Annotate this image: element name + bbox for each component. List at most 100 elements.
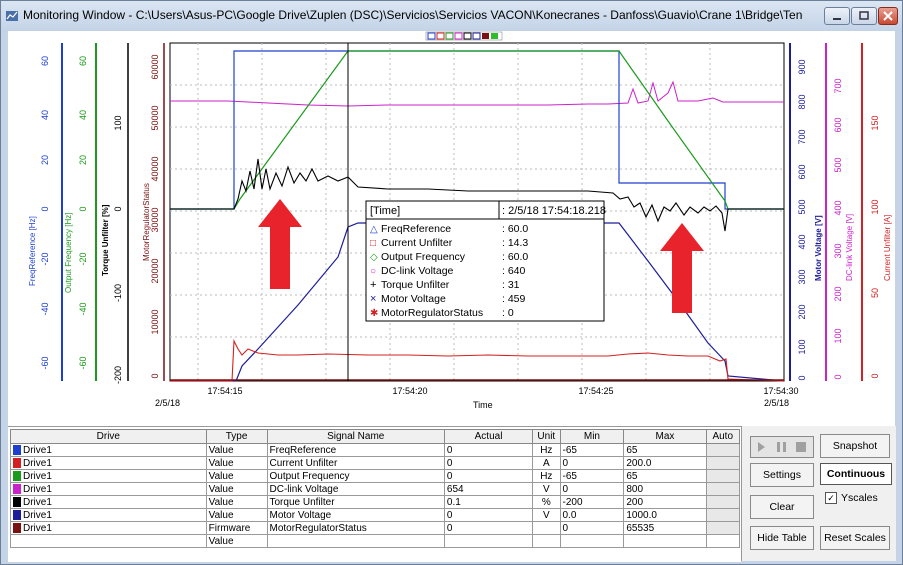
auto-scale-cell[interactable]: [705, 495, 740, 509]
yscales-checkbox[interactable]: ✓ Yscales: [825, 492, 878, 505]
signal-color-swatch[interactable]: [13, 457, 21, 468]
drive-cell[interactable]: Drive1: [10, 495, 207, 509]
col-header-drive[interactable]: Drive: [10, 429, 207, 444]
table-row[interactable]: Drive1 Value FreqReference 0 Hz -65 65: [10, 443, 740, 457]
hide-table-button[interactable]: Hide Table: [750, 526, 814, 550]
col-header-max[interactable]: Max: [623, 429, 707, 444]
check-icon[interactable]: ✓: [825, 492, 837, 505]
min-cell[interactable]: 0: [559, 521, 625, 535]
col-header-type[interactable]: Type: [205, 429, 268, 444]
col-header-signal-name[interactable]: Signal Name: [266, 429, 445, 444]
table-row[interactable]: Drive1 Value Motor Voltage 0 V 0.0 1000.0: [10, 508, 740, 522]
close-button[interactable]: [878, 7, 898, 25]
type-cell[interactable]: Value: [205, 534, 268, 548]
table-row[interactable]: Drive1 Value DC-link Voltage 654 V 0 800: [10, 482, 740, 496]
drive-cell[interactable]: Drive1: [10, 482, 207, 496]
min-cell[interactable]: -65: [559, 443, 625, 457]
table-row[interactable]: Drive1 Value Current Unfilter 0 A 0 200.0: [10, 456, 740, 470]
min-cell[interactable]: 0: [559, 482, 625, 496]
actual-cell[interactable]: [443, 534, 534, 548]
signal-color-swatch[interactable]: [13, 496, 21, 507]
continuous-mode-toggle[interactable]: Continuous: [820, 463, 892, 485]
auto-scale-cell[interactable]: [705, 534, 740, 548]
snapshot-button[interactable]: Snapshot: [820, 434, 890, 458]
max-cell[interactable]: 200: [623, 495, 707, 509]
reset-scales-button[interactable]: Reset Scales: [820, 526, 890, 550]
signal-color-swatch[interactable]: [13, 483, 21, 494]
max-cell[interactable]: [623, 534, 707, 548]
max-cell[interactable]: 65: [623, 469, 707, 483]
signal-color-swatch[interactable]: [13, 509, 21, 520]
auto-scale-cell[interactable]: [705, 521, 740, 535]
auto-scale-cell[interactable]: [705, 508, 740, 522]
signal-name-cell[interactable]: MotorRegulatorStatus: [266, 521, 445, 535]
trend-chart[interactable]: FreqReference [Hz] 60 40 20 0 -20 -40 -6…: [8, 31, 895, 426]
col-header-min[interactable]: Min: [559, 429, 625, 444]
type-cell[interactable]: Value: [205, 456, 268, 470]
auto-scale-cell[interactable]: [705, 443, 740, 457]
min-cell[interactable]: [559, 534, 625, 548]
signal-name-cell[interactable]: Output Frequency: [266, 469, 445, 483]
settings-button[interactable]: Settings: [750, 463, 814, 487]
type-cell[interactable]: Firmware: [205, 521, 268, 535]
unit-cell[interactable]: %: [532, 495, 561, 509]
series-marker-strip[interactable]: [425, 31, 503, 41]
signal-name-cell[interactable]: DC-link Voltage: [266, 482, 445, 496]
col-header-actual[interactable]: Actual: [443, 429, 534, 444]
table-row[interactable]: Drive1 Value Torque Unfilter 0.1% -200 200: [10, 495, 740, 509]
max-cell[interactable]: 65535: [623, 521, 707, 535]
play-icon[interactable]: [752, 438, 771, 456]
min-cell[interactable]: -200: [559, 495, 625, 509]
drive-cell[interactable]: Drive1: [10, 469, 207, 483]
minimize-button[interactable]: [824, 7, 850, 25]
actual-cell[interactable]: 0: [443, 508, 534, 522]
max-cell[interactable]: 65: [623, 443, 707, 457]
unit-cell[interactable]: Hz: [532, 469, 561, 483]
signal-name-cell[interactable]: FreqReference: [266, 443, 445, 457]
auto-scale-cell[interactable]: [705, 482, 740, 496]
actual-cell[interactable]: 0: [443, 456, 534, 470]
max-cell[interactable]: 200.0: [623, 456, 707, 470]
unit-cell[interactable]: Hz: [532, 443, 561, 457]
actual-cell[interactable]: 0: [443, 521, 534, 535]
type-cell[interactable]: Value: [205, 495, 268, 509]
min-cell[interactable]: -65: [559, 469, 625, 483]
signal-color-swatch[interactable]: [13, 444, 21, 455]
unit-cell[interactable]: A: [532, 456, 561, 470]
pause-icon[interactable]: [772, 438, 791, 456]
signal-color-swatch[interactable]: [13, 470, 21, 481]
unit-cell[interactable]: V: [532, 508, 561, 522]
min-cell[interactable]: 0.0: [559, 508, 625, 522]
min-cell[interactable]: 0: [559, 456, 625, 470]
clear-button[interactable]: Clear: [750, 495, 814, 519]
signal-name-cell[interactable]: Motor Voltage: [266, 508, 445, 522]
type-cell[interactable]: Value: [205, 469, 268, 483]
max-cell[interactable]: 1000.0: [623, 508, 707, 522]
title-bar[interactable]: Monitoring Window - C:\Users\Asus-PC\Goo…: [1, 1, 902, 31]
drive-cell[interactable]: Drive1: [10, 443, 207, 457]
unit-cell[interactable]: V: [532, 482, 561, 496]
drive-cell[interactable]: Drive1: [10, 508, 207, 522]
drive-cell[interactable]: Drive1: [10, 456, 207, 470]
drive-cell[interactable]: Drive1: [10, 521, 207, 535]
table-row[interactable]: Drive1 Firmware MotorRegulatorStatus 0 0 6553…: [10, 521, 740, 535]
table-row[interactable]: Value: [10, 534, 740, 548]
maximize-button[interactable]: [851, 7, 877, 25]
type-cell[interactable]: Value: [205, 482, 268, 496]
actual-cell[interactable]: 0: [443, 469, 534, 483]
table-row[interactable]: Drive1 Value Output Frequency 0 Hz -65 65: [10, 469, 740, 483]
unit-cell[interactable]: [532, 521, 561, 535]
unit-cell[interactable]: [532, 534, 561, 548]
signal-color-swatch[interactable]: [13, 522, 21, 533]
signal-name-cell[interactable]: Current Unfilter: [266, 456, 445, 470]
auto-scale-cell[interactable]: [705, 456, 740, 470]
actual-cell[interactable]: 0: [443, 443, 534, 457]
max-cell[interactable]: 800: [623, 482, 707, 496]
signal-name-cell[interactable]: [266, 534, 445, 548]
stop-icon[interactable]: [792, 438, 811, 456]
type-cell[interactable]: Value: [205, 443, 268, 457]
col-header-auto[interactable]: Auto: [705, 429, 740, 444]
actual-cell[interactable]: 654: [443, 482, 534, 496]
signal-name-cell[interactable]: Torque Unfilter: [266, 495, 445, 509]
type-cell[interactable]: Value: [205, 508, 268, 522]
